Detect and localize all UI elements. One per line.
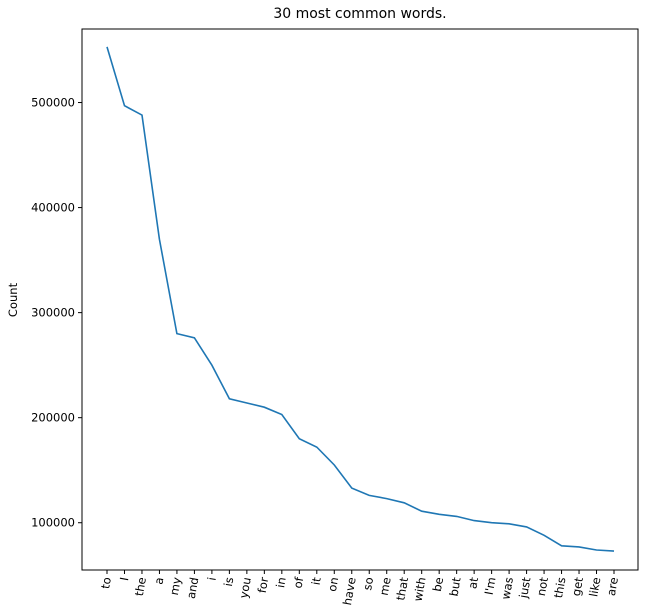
x-tick-label: on (325, 576, 341, 593)
x-tick-label: I (117, 576, 131, 582)
x-tick-label: in (273, 576, 289, 589)
x-tick-label: at (465, 576, 481, 590)
x-tick-label: i (205, 576, 219, 582)
x-tick-label: me (377, 576, 394, 596)
x-tick-label: be (430, 576, 446, 593)
x-tick-label: a (151, 576, 166, 585)
y-tick-label: 200000 (31, 411, 75, 425)
y-axis-ticks: 100000 200000 300000 400000 500000 (31, 96, 82, 530)
x-tick-label: and (184, 576, 202, 600)
y-tick-label: 400000 (31, 201, 75, 215)
x-tick-label: but (447, 576, 464, 598)
y-tick-label: 300000 (31, 306, 75, 320)
x-tick-label: the (132, 576, 149, 597)
series-line (106, 46, 615, 552)
x-tick-label: my (167, 576, 184, 596)
x-tick-label: like (586, 576, 603, 598)
y-tick-label: 100000 (31, 516, 75, 530)
x-tick-label: have (340, 576, 359, 606)
y-axis-label: Count (6, 282, 20, 317)
x-tick-label: that (393, 576, 411, 602)
x-tick-label: this (551, 576, 568, 599)
x-tick-label: not (534, 576, 551, 597)
x-tick-label: you (236, 576, 253, 599)
y-tick-label: 500000 (31, 96, 75, 110)
x-tick-label: was (498, 576, 516, 601)
x-tick-label: I'm (482, 576, 499, 596)
x-tick-label: are (604, 576, 621, 597)
x-tick-label: is (221, 576, 236, 587)
x-tick-label: it (309, 576, 324, 587)
plot-frame (81, 28, 639, 571)
x-tick-label: to (98, 576, 114, 590)
x-tick-label: of (291, 575, 307, 589)
chart-title: 30 most common words. (273, 6, 446, 22)
x-tick-label: with (411, 576, 429, 602)
x-tick-label: so (360, 576, 376, 591)
x-tick-label: just (516, 576, 534, 601)
x-tick-label: get (569, 576, 586, 598)
x-tick-label: for (255, 576, 272, 594)
